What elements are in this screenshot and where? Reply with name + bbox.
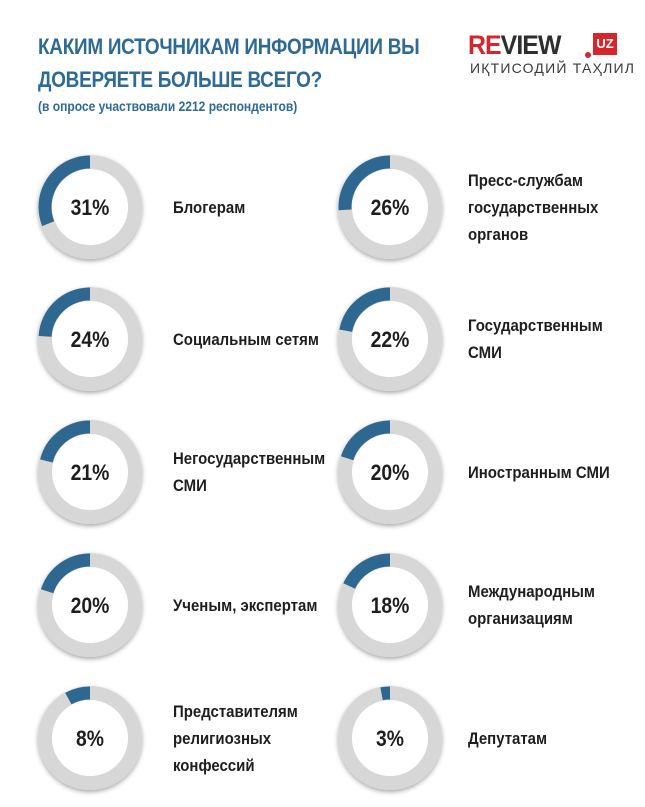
donut-hole — [352, 434, 428, 510]
donut-hole — [52, 700, 128, 776]
donut-category-label-line: Пресс-службам — [468, 170, 584, 190]
donut-category-label-line: конфессий — [173, 755, 255, 775]
donut-value-label: 20% — [71, 594, 110, 618]
donut-7: 20% — [38, 553, 142, 657]
logo-badge-uz: UZ — [593, 33, 617, 55]
donut-5: 21% — [38, 420, 142, 524]
donut-6: 20% — [338, 420, 442, 524]
donut-value-label: 18% — [371, 594, 410, 618]
donut-hole — [352, 567, 428, 643]
donut-category-label: Блогерам — [173, 194, 245, 221]
donut-3: 24% — [38, 287, 142, 391]
page-title-line-1: КАКИМ ИСТОЧНИКАМ ИНФОРМАЦИИ ВЫ — [38, 34, 420, 59]
header: КАКИМ ИСТОЧНИКАМ ИНФОРМАЦИИ ВЫ ДОВЕРЯЕТЕ… — [38, 30, 458, 114]
page-title-line-2: ДОВЕРЯЕТЕ БОЛЬШЕ ВСЕГО? — [38, 67, 322, 92]
donut-8: 18% — [338, 553, 442, 657]
donut-category-label: Ученым, экспертам — [173, 592, 317, 619]
donut-1: 31% — [38, 155, 142, 259]
donut-category-label-line: Государственным — [468, 316, 603, 335]
donut-category-label-line: Блогерам — [173, 197, 246, 217]
page-subtitle: (в опросе участвовали 2212 респондентов) — [38, 98, 298, 114]
donut-value-arc — [38, 553, 142, 657]
donut-value-arc — [338, 287, 442, 391]
logo-wordmark-re: RE — [468, 30, 502, 60]
donut-value-label: 26% — [371, 196, 410, 220]
donut-value-arc — [38, 287, 142, 391]
donut-category-label: Международным организациям — [468, 578, 595, 632]
donut-value-label: 3% — [376, 727, 404, 751]
donut-category-label: Социальным сетям — [173, 326, 319, 353]
donut-category-label-line: Представителям — [173, 701, 298, 721]
donut-category-label-line: Иностранным СМИ — [468, 462, 610, 482]
logo-tagline: ИҚТИСОДИЙ ТАҲЛИЛ — [470, 60, 636, 76]
donut-hole — [52, 567, 128, 643]
donut-value-arc — [338, 420, 442, 524]
donut-category-label: Иностранным СМИ — [468, 459, 610, 486]
donut-category-label-line: Социальным сетям — [173, 329, 319, 349]
logo-wordmark: REVIEW — [468, 30, 562, 60]
donut-category-label-line: Депутатам — [468, 728, 548, 748]
donut-2: 26% — [338, 155, 442, 259]
donut-category-label-line: религиозных — [173, 728, 272, 748]
donut-category-label-line: государственных — [468, 197, 599, 217]
donut-4: 22% — [338, 287, 442, 391]
donut-category-label: Негосударственным СМИ — [173, 445, 325, 499]
donut-category-label-line: Негосударственным — [173, 449, 326, 468]
donut-category-label-line: организациям — [468, 609, 573, 628]
donut-category-label-line: СМИ — [468, 343, 502, 362]
donut-category-label-line: Международным — [468, 582, 596, 601]
donut-value-arc — [338, 155, 442, 259]
donut-category-label-line: Ученым, экспертам — [173, 595, 318, 615]
donut-category-label: Представителям религиозных конфессий — [173, 698, 298, 779]
donut-value-arc — [38, 686, 142, 790]
donut-value-label: 20% — [371, 461, 410, 485]
donut-category-label-line: органов — [468, 224, 529, 244]
donut-value-arc — [38, 420, 142, 524]
review-uz-logo: REVIEW UZ ИҚТИСОДИЙ ТАҲЛИЛ — [468, 30, 634, 78]
donut-value-label: 24% — [71, 328, 110, 352]
donut-hole — [352, 301, 428, 377]
donut-10: 3% — [338, 686, 442, 790]
donut-value-label: 21% — [71, 461, 110, 485]
donut-hole — [352, 700, 428, 776]
donut-hole — [352, 169, 428, 245]
logo-wordmark-view: VIEW — [500, 30, 562, 60]
donut-value-label: 31% — [71, 196, 110, 220]
donut-value-label: 22% — [371, 328, 410, 352]
donut-category-label: Депутатам — [468, 725, 547, 752]
donut-category-label: Государственным СМИ — [468, 312, 603, 366]
donut-9: 8% — [38, 686, 142, 790]
donut-category-label: Пресс-службам государственных органов — [468, 167, 598, 248]
donut-value-arc — [338, 686, 442, 790]
donut-hole — [52, 434, 128, 510]
donut-category-label-line: СМИ — [173, 476, 207, 495]
donut-value-arc — [38, 155, 142, 259]
logo-dot — [585, 52, 591, 58]
donut-value-label: 8% — [76, 727, 104, 751]
donut-hole — [52, 169, 128, 245]
donut-value-arc — [338, 553, 442, 657]
donut-hole — [52, 301, 128, 377]
